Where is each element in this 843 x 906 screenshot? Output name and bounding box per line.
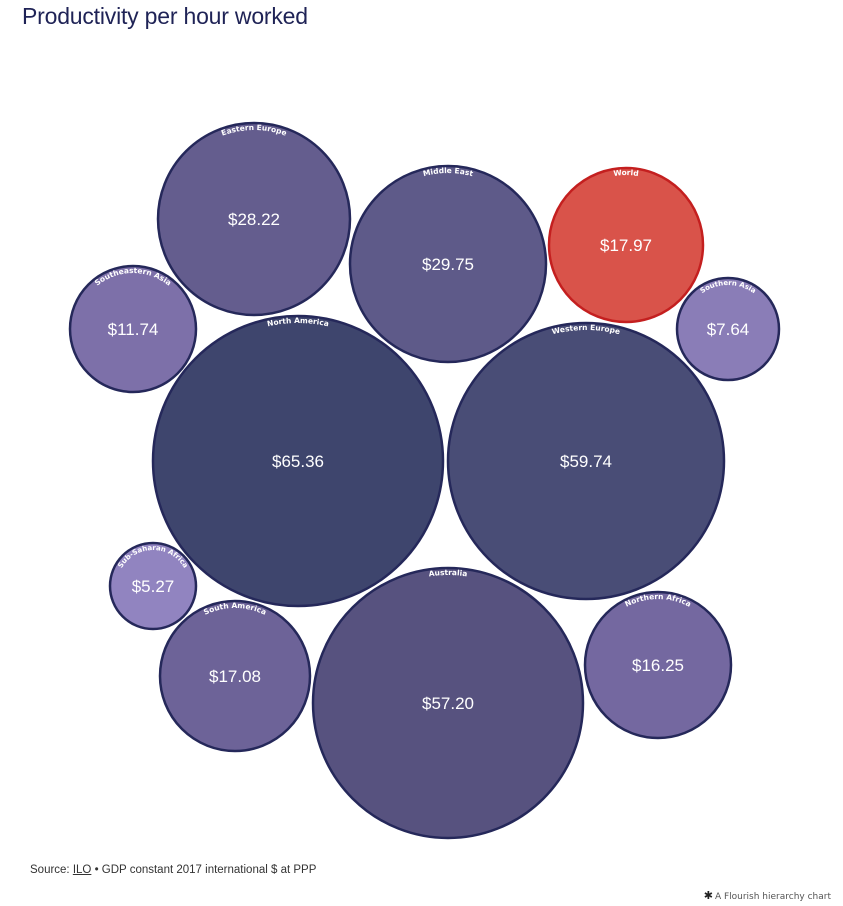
credit-text: A Flourish hierarchy chart	[714, 892, 831, 902]
bubble-eastern-europe[interactable]: Eastern Europe$28.22	[156, 121, 352, 317]
bubble-circle[interactable]	[446, 321, 726, 601]
bubble-circle[interactable]	[156, 121, 352, 317]
bubble-western-europe[interactable]: Western Europe $59.74	[446, 321, 726, 601]
source-description: • GDP constant 2017 international $ at P…	[91, 864, 317, 876]
bubble-value-label: $28.22	[228, 210, 280, 229]
bubble-circle[interactable]	[151, 314, 445, 608]
bubble-australia[interactable]: Australia $57.20	[311, 566, 585, 840]
bubble-circle[interactable]	[583, 590, 733, 740]
bubble-southern-asia[interactable]: Southern Asia$7.64	[675, 276, 781, 382]
bubble-chart: North America $65.36 Western Europe $59.74 A…	[68, 121, 781, 840]
chart-title: Productivity per hour worked	[22, 3, 308, 29]
flourish-credit[interactable]: ✱ A Flourish hierarchy chart	[704, 889, 831, 902]
bubble-name-label: North America	[266, 316, 330, 328]
bubble-circle[interactable]	[547, 166, 705, 324]
bubble-circle[interactable]	[311, 566, 585, 840]
bubble-north-america[interactable]: North America $65.36	[151, 314, 445, 608]
bubble-value-label: $11.74	[108, 320, 159, 339]
bubble-name-label: Australia	[428, 568, 468, 578]
bubble-sub-saharan-africa[interactable]: Sub-Saharan Africa$5.27	[108, 541, 198, 631]
bubble-circle[interactable]	[158, 599, 312, 753]
bubble-value-label: $59.74	[560, 452, 612, 471]
bubble-name-label: Middle East	[422, 166, 474, 178]
bubble-value-label: $17.08	[209, 667, 261, 686]
bubble-south-america[interactable]: South America$17.08	[158, 599, 312, 753]
source-link[interactable]: ILO	[72, 864, 92, 876]
bubble-circle[interactable]	[348, 164, 548, 364]
bubble-value-label: $29.75	[422, 255, 474, 274]
flourish-star-icon: ✱	[703, 889, 713, 902]
bubble-circle[interactable]	[68, 264, 198, 394]
bubble-value-label: $16.25	[632, 656, 684, 675]
bubble-value-label: $65.36	[272, 452, 324, 471]
bubble-name-label: Western Europe	[551, 323, 621, 336]
bubble-northern-africa[interactable]: Northern Africa$16.25	[583, 590, 733, 740]
bubble-circle[interactable]	[108, 541, 198, 631]
bubble-value-label: $7.64	[707, 320, 750, 339]
bubble-circle[interactable]	[675, 276, 781, 382]
source-note: Source: ILO • GDP constant 2017 internat…	[30, 864, 316, 876]
bubble-world[interactable]: World $17.97	[547, 166, 705, 324]
bubble-value-label: $57.20	[422, 694, 474, 713]
bubble-southeastern-asia[interactable]: Southeastern Asia$11.74	[68, 264, 198, 394]
bubble-value-label: $17.97	[600, 236, 652, 255]
bubble-value-label: $5.27	[132, 577, 175, 596]
bubble-name-label: World	[613, 168, 639, 178]
bubble-middle-east[interactable]: Middle East $29.75	[348, 164, 548, 364]
source-prefix: Source:	[30, 864, 73, 876]
